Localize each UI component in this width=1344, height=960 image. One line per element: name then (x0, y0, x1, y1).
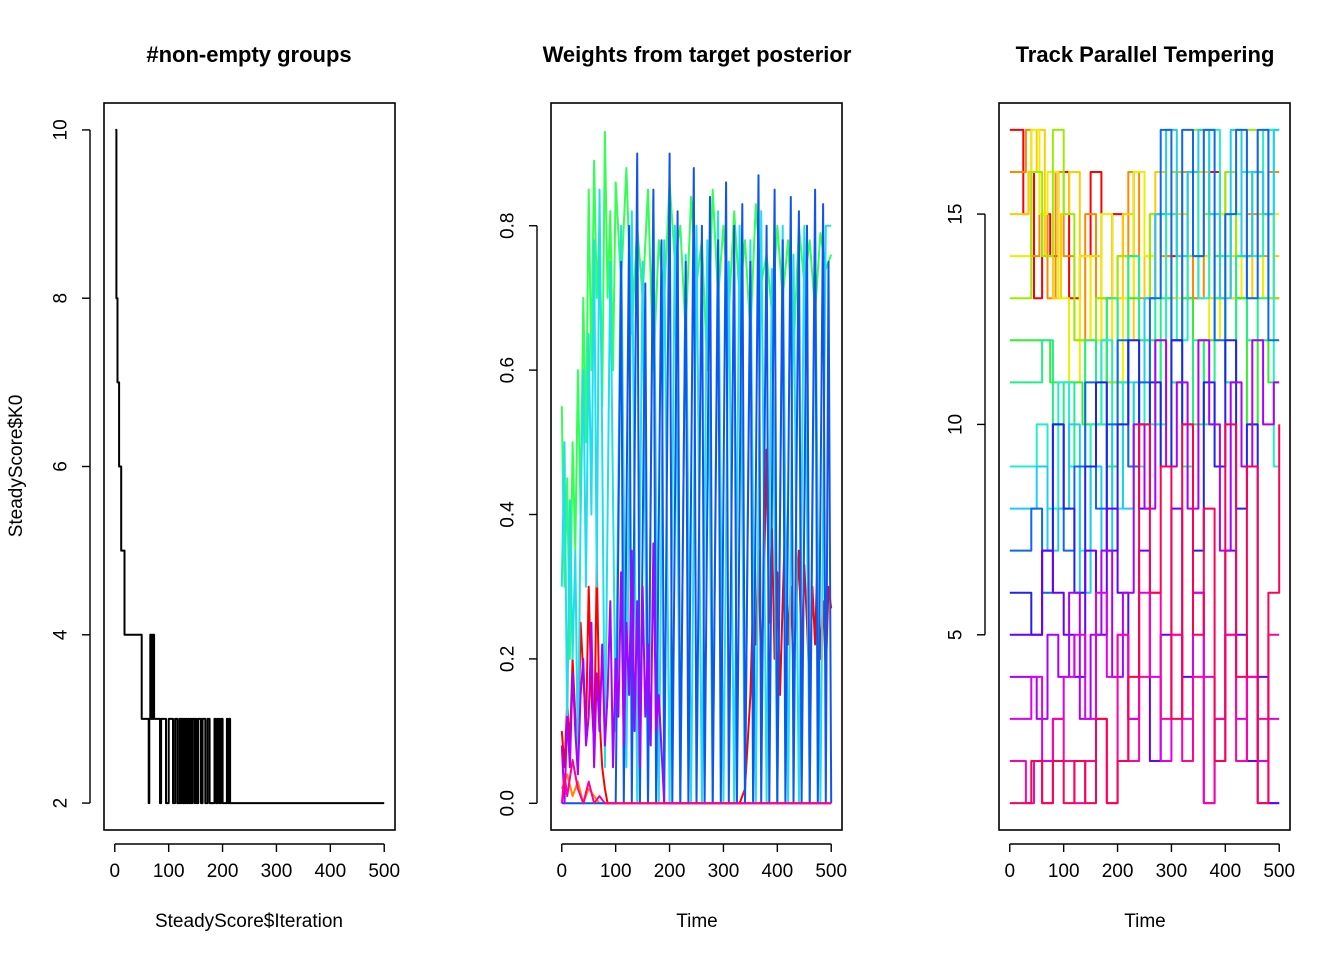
y-tick-label: 0.6 (498, 357, 519, 383)
x-tick-label: 200 (207, 861, 239, 882)
panel-title: #non-empty groups (146, 42, 351, 67)
y-tick-label: 2 (51, 798, 72, 809)
panel-weights-from-target-posterior: Weights from target posterior Time 0 100 2… (498, 42, 852, 932)
series-line-14 (1009, 591, 1280, 805)
y-tick-label: 0.4 (498, 501, 519, 528)
panel-title: Weights from target posterior (543, 42, 852, 67)
panel-title: Track Parallel Tempering (1016, 42, 1275, 67)
x-tick-label: 500 (1263, 861, 1295, 882)
x-tick-label: 300 (1156, 861, 1188, 882)
y-tick-label: 0.8 (498, 213, 519, 239)
y-tick-label: 5 (946, 629, 967, 640)
x-tick-label: 400 (1209, 861, 1241, 882)
x-tick-label: 0 (556, 861, 567, 882)
plot-area: 0 100 200 300 400 500 0.0 0.2 0.4 0.6 0.8 (498, 130, 847, 882)
panel-non-empty-groups: #non-empty groups SteadyScore$Iteration … (6, 42, 400, 932)
x-tick-label: 0 (109, 861, 120, 882)
series-line-5 (560, 542, 832, 805)
y-tick-label: 0.2 (498, 646, 519, 672)
series-line-15 (1009, 423, 1281, 805)
x-tick-label: 200 (1102, 861, 1134, 882)
x-tick-label: 400 (314, 861, 346, 882)
x-tick-label: 400 (761, 861, 793, 882)
y-tick-label: 0.0 (498, 790, 519, 816)
y-tick-label: 8 (51, 293, 72, 304)
y-tick-label: 10 (946, 414, 967, 435)
y-axis-label: SteadyScore$K0 (6, 395, 27, 538)
x-tick-label: 500 (815, 861, 847, 882)
x-tick-label: 100 (600, 861, 632, 882)
series-line-11 (1009, 507, 1280, 805)
x-axis-label: SteadyScore$Iteration (155, 911, 343, 932)
series-line-6 (560, 759, 832, 805)
plot-frame (550, 102, 843, 831)
y-tick-label: 15 (946, 203, 967, 224)
plot-frame (998, 102, 1291, 831)
y-tick-label: 6 (51, 461, 72, 472)
x-tick-label: 500 (368, 861, 400, 882)
x-tick-label: 100 (153, 861, 185, 882)
plot-area: 0 100 200 300 400 500 2 4 6 8 10 (51, 119, 400, 882)
x-tick-label: 300 (261, 861, 293, 882)
panel-track-parallel-tempering: Track Parallel Tempering Time 0 100 200 300… (946, 42, 1295, 932)
x-tick-label: 200 (654, 861, 686, 882)
y-tick-label: 4 (51, 629, 72, 640)
x-axis-label: Time (676, 911, 718, 932)
plot-area: 0 100 200 300 400 500 5 10 15 (946, 128, 1295, 882)
plot-frame (103, 102, 396, 831)
x-tick-label: 300 (708, 861, 740, 882)
x-tick-label: 100 (1048, 861, 1080, 882)
series-line-0 (114, 128, 385, 805)
x-axis-label: Time (1124, 911, 1166, 932)
x-tick-label: 0 (1004, 861, 1015, 882)
y-tick-label: 10 (51, 119, 72, 140)
